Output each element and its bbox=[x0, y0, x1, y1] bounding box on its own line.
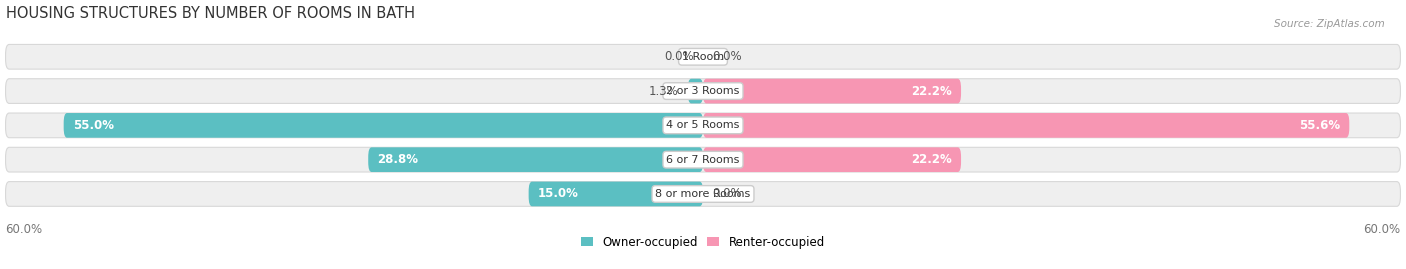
Text: 2 or 3 Rooms: 2 or 3 Rooms bbox=[666, 86, 740, 96]
Text: HOUSING STRUCTURES BY NUMBER OF ROOMS IN BATH: HOUSING STRUCTURES BY NUMBER OF ROOMS IN… bbox=[6, 6, 415, 21]
FancyBboxPatch shape bbox=[6, 182, 1400, 206]
Text: 22.2%: 22.2% bbox=[911, 153, 952, 166]
FancyBboxPatch shape bbox=[703, 147, 962, 172]
Text: 60.0%: 60.0% bbox=[1364, 223, 1400, 236]
Text: 0.0%: 0.0% bbox=[713, 50, 742, 63]
Text: 55.0%: 55.0% bbox=[73, 119, 114, 132]
FancyBboxPatch shape bbox=[6, 79, 1400, 103]
Legend: Owner-occupied, Renter-occupied: Owner-occupied, Renter-occupied bbox=[581, 236, 825, 249]
Text: 1 Room: 1 Room bbox=[682, 52, 724, 62]
Text: 4 or 5 Rooms: 4 or 5 Rooms bbox=[666, 120, 740, 130]
FancyBboxPatch shape bbox=[688, 79, 703, 103]
Text: 6 or 7 Rooms: 6 or 7 Rooms bbox=[666, 155, 740, 165]
Text: Source: ZipAtlas.com: Source: ZipAtlas.com bbox=[1274, 19, 1385, 29]
Text: 15.0%: 15.0% bbox=[538, 187, 579, 200]
FancyBboxPatch shape bbox=[368, 147, 703, 172]
Text: 22.2%: 22.2% bbox=[911, 84, 952, 98]
Text: 60.0%: 60.0% bbox=[6, 223, 42, 236]
FancyBboxPatch shape bbox=[63, 113, 703, 138]
Text: 28.8%: 28.8% bbox=[378, 153, 419, 166]
Text: 8 or more Rooms: 8 or more Rooms bbox=[655, 189, 751, 199]
FancyBboxPatch shape bbox=[703, 79, 962, 103]
Text: 55.6%: 55.6% bbox=[1299, 119, 1340, 132]
FancyBboxPatch shape bbox=[529, 182, 703, 206]
FancyBboxPatch shape bbox=[703, 113, 1350, 138]
FancyBboxPatch shape bbox=[6, 44, 1400, 69]
Text: 0.0%: 0.0% bbox=[664, 50, 693, 63]
FancyBboxPatch shape bbox=[6, 147, 1400, 172]
Text: 0.0%: 0.0% bbox=[713, 187, 742, 200]
FancyBboxPatch shape bbox=[6, 113, 1400, 138]
Text: 1.3%: 1.3% bbox=[648, 84, 679, 98]
